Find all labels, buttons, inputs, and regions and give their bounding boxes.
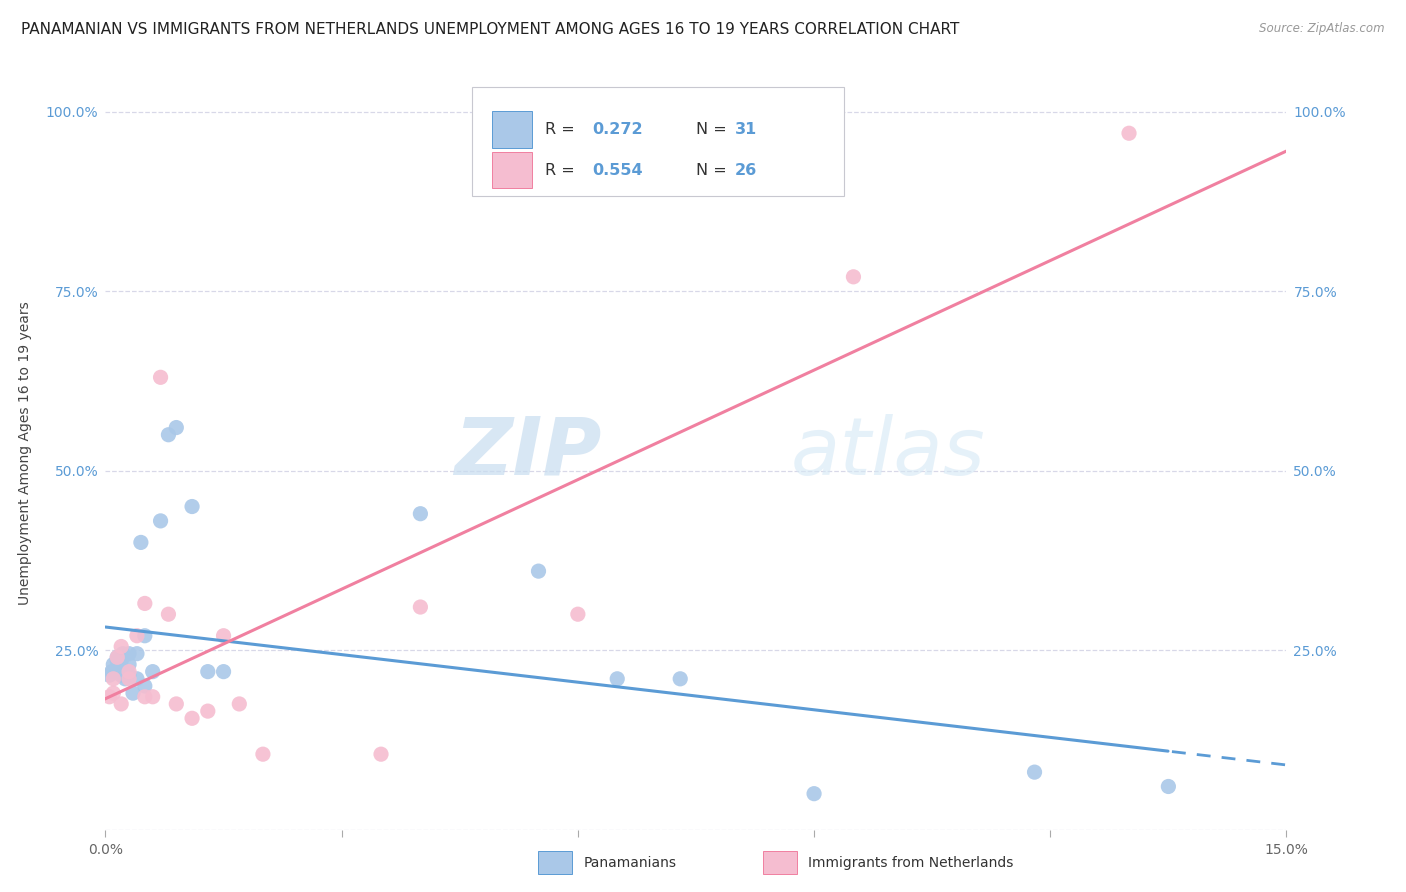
- Point: [118, 672, 141, 686]
- Text: Source: ZipAtlas.com: Source: ZipAtlas.com: [1260, 22, 1385, 36]
- Point: [197, 665, 219, 679]
- Point: [669, 672, 692, 686]
- Text: N =: N =: [696, 162, 733, 178]
- Point: [103, 657, 125, 672]
- Point: [134, 690, 156, 704]
- FancyBboxPatch shape: [492, 112, 531, 148]
- Point: [111, 647, 134, 661]
- Point: [181, 500, 204, 514]
- Point: [252, 747, 274, 761]
- Point: [149, 514, 172, 528]
- Point: [98, 690, 121, 704]
- Point: [125, 647, 148, 661]
- Point: [114, 672, 136, 686]
- Point: [110, 697, 132, 711]
- Point: [142, 665, 165, 679]
- Text: N =: N =: [696, 122, 733, 137]
- Point: [142, 690, 165, 704]
- Text: atlas: atlas: [790, 414, 986, 491]
- Point: [567, 607, 589, 622]
- Point: [103, 686, 125, 700]
- Point: [165, 697, 187, 711]
- FancyBboxPatch shape: [492, 153, 531, 188]
- Point: [527, 564, 550, 578]
- Point: [134, 629, 156, 643]
- Point: [105, 650, 128, 665]
- Text: 26: 26: [735, 162, 758, 178]
- Point: [118, 665, 141, 679]
- Point: [157, 607, 180, 622]
- Point: [181, 711, 204, 725]
- Text: Panamanians: Panamanians: [583, 855, 676, 870]
- Point: [125, 629, 148, 643]
- Point: [118, 668, 141, 682]
- Point: [105, 654, 128, 668]
- Point: [212, 665, 235, 679]
- Point: [134, 596, 156, 610]
- Point: [212, 629, 235, 643]
- Point: [228, 697, 250, 711]
- Point: [125, 672, 148, 686]
- Point: [606, 672, 628, 686]
- Point: [409, 600, 432, 615]
- Text: Immigrants from Netherlands: Immigrants from Netherlands: [808, 855, 1014, 870]
- Text: 31: 31: [735, 122, 758, 137]
- Point: [803, 787, 825, 801]
- Point: [104, 665, 127, 679]
- Point: [165, 420, 187, 434]
- Point: [105, 650, 128, 665]
- Point: [197, 704, 219, 718]
- Point: [1024, 765, 1046, 780]
- Point: [842, 269, 865, 284]
- Point: [149, 370, 172, 384]
- Text: R =: R =: [544, 122, 579, 137]
- Point: [1157, 780, 1180, 794]
- Point: [98, 668, 121, 682]
- Point: [110, 640, 132, 654]
- Point: [122, 686, 145, 700]
- FancyBboxPatch shape: [471, 87, 844, 196]
- Point: [409, 507, 432, 521]
- Point: [110, 654, 132, 668]
- Point: [100, 665, 122, 679]
- Point: [103, 672, 125, 686]
- Point: [118, 657, 141, 672]
- Text: R =: R =: [544, 162, 579, 178]
- Point: [108, 661, 131, 675]
- Point: [157, 427, 180, 442]
- Point: [134, 679, 156, 693]
- Point: [1118, 126, 1140, 140]
- Text: PANAMANIAN VS IMMIGRANTS FROM NETHERLANDS UNEMPLOYMENT AMONG AGES 16 TO 19 YEARS: PANAMANIAN VS IMMIGRANTS FROM NETHERLAND…: [21, 22, 959, 37]
- Y-axis label: Unemployment Among Ages 16 to 19 years: Unemployment Among Ages 16 to 19 years: [18, 301, 32, 605]
- Point: [370, 747, 392, 761]
- Point: [129, 535, 152, 549]
- Text: ZIP: ZIP: [454, 414, 602, 491]
- Text: 0.554: 0.554: [592, 162, 643, 178]
- Text: 0.272: 0.272: [592, 122, 643, 137]
- Point: [118, 647, 141, 661]
- Point: [110, 661, 132, 675]
- Point: [110, 668, 132, 682]
